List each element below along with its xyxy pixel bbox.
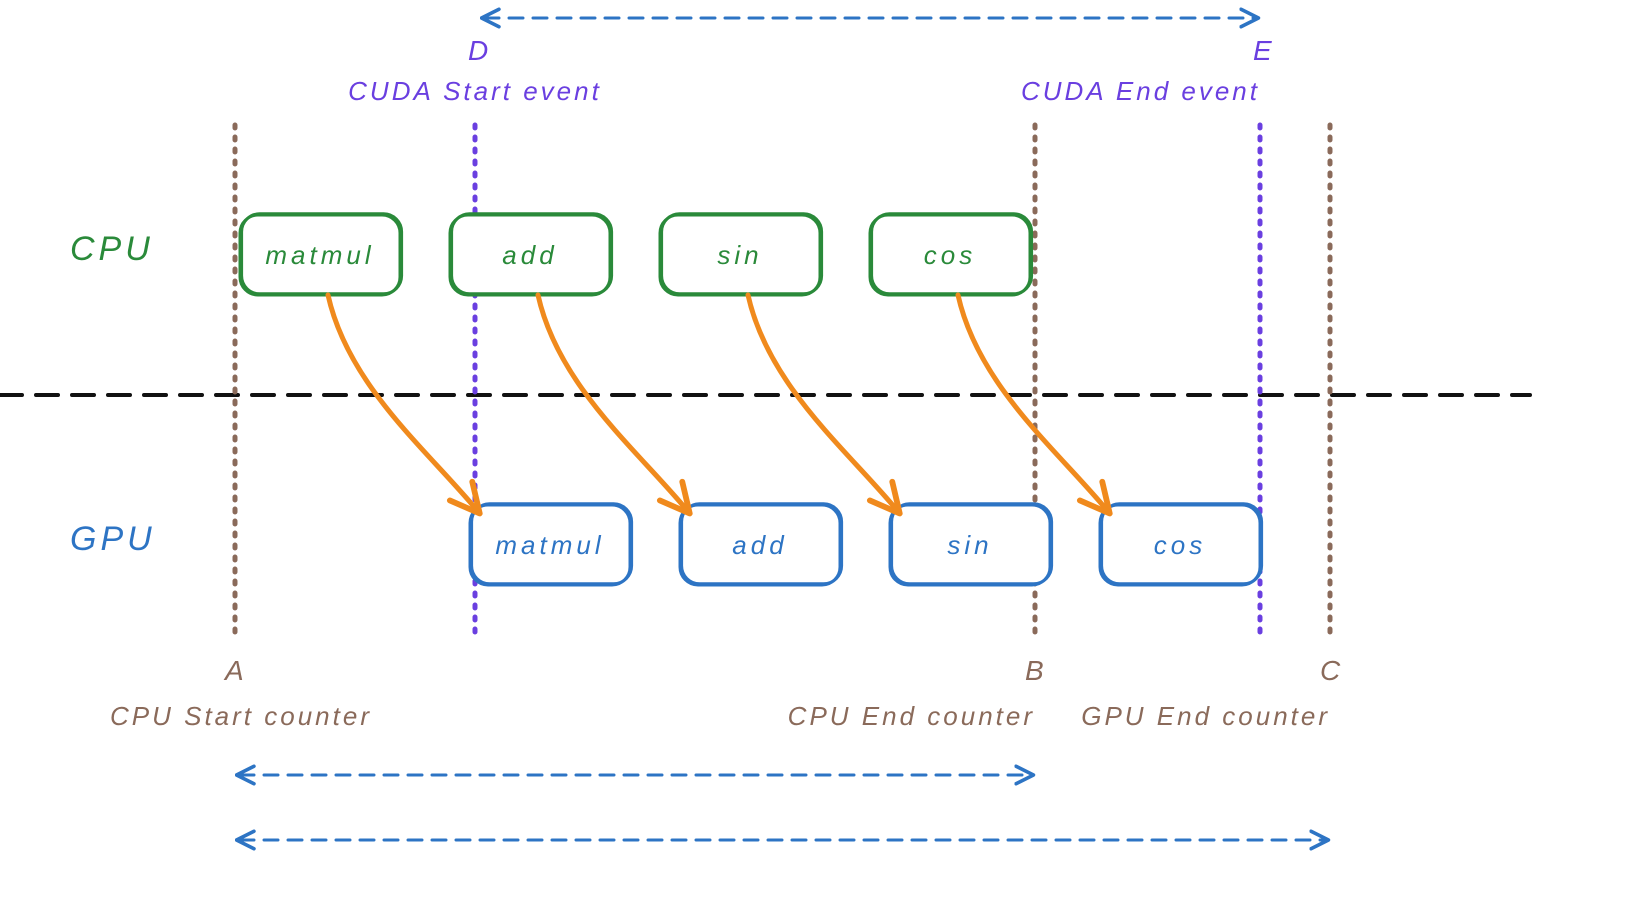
dispatch-arrow-3 bbox=[958, 295, 1106, 509]
op-gpu-sin-box: sin bbox=[890, 504, 1052, 585]
marker-C-letter: C bbox=[1320, 655, 1341, 686]
op-gpu-sin-label: sin bbox=[947, 530, 992, 560]
marker-E-label: CUDA End event bbox=[1021, 76, 1260, 106]
op-gpu-matmul-label: matmul bbox=[495, 530, 604, 560]
marker-A-label: CPU Start counter bbox=[110, 701, 372, 731]
op-gpu-add-box: add bbox=[680, 504, 842, 585]
marker-C-label: GPU End counter bbox=[1081, 701, 1330, 731]
dispatch-arrow-1 bbox=[538, 295, 686, 509]
op-cpu-cos-box: cos bbox=[870, 214, 1032, 295]
op-cpu-sin-label: sin bbox=[717, 240, 762, 270]
op-gpu-matmul-box: matmul bbox=[470, 504, 632, 585]
op-cpu-sin-box: sin bbox=[660, 214, 822, 295]
dispatch-arrow-2 bbox=[748, 295, 896, 509]
op-gpu-add-label: add bbox=[732, 530, 787, 560]
gpu-lane-label: GPU bbox=[70, 520, 156, 558]
op-cpu-cos-label: cos bbox=[924, 240, 976, 270]
marker-B-letter: B bbox=[1025, 655, 1044, 686]
op-gpu-cos-box: cos bbox=[1100, 504, 1262, 585]
marker-A-letter: A bbox=[223, 655, 244, 686]
op-cpu-add-label: add bbox=[502, 240, 557, 270]
dispatch-arrow-0 bbox=[328, 295, 476, 509]
marker-D-letter: D bbox=[468, 35, 488, 66]
marker-D-label: CUDA Start event bbox=[348, 76, 602, 106]
op-cpu-matmul-label: matmul bbox=[265, 240, 374, 270]
cpu-lane-label: CPU bbox=[70, 230, 154, 268]
op-gpu-cos-label: cos bbox=[1154, 530, 1206, 560]
op-cpu-add-box: add bbox=[450, 214, 612, 295]
op-cpu-matmul-box: matmul bbox=[240, 214, 402, 295]
marker-E-letter: E bbox=[1253, 35, 1272, 66]
marker-B-label: CPU End counter bbox=[788, 701, 1035, 731]
